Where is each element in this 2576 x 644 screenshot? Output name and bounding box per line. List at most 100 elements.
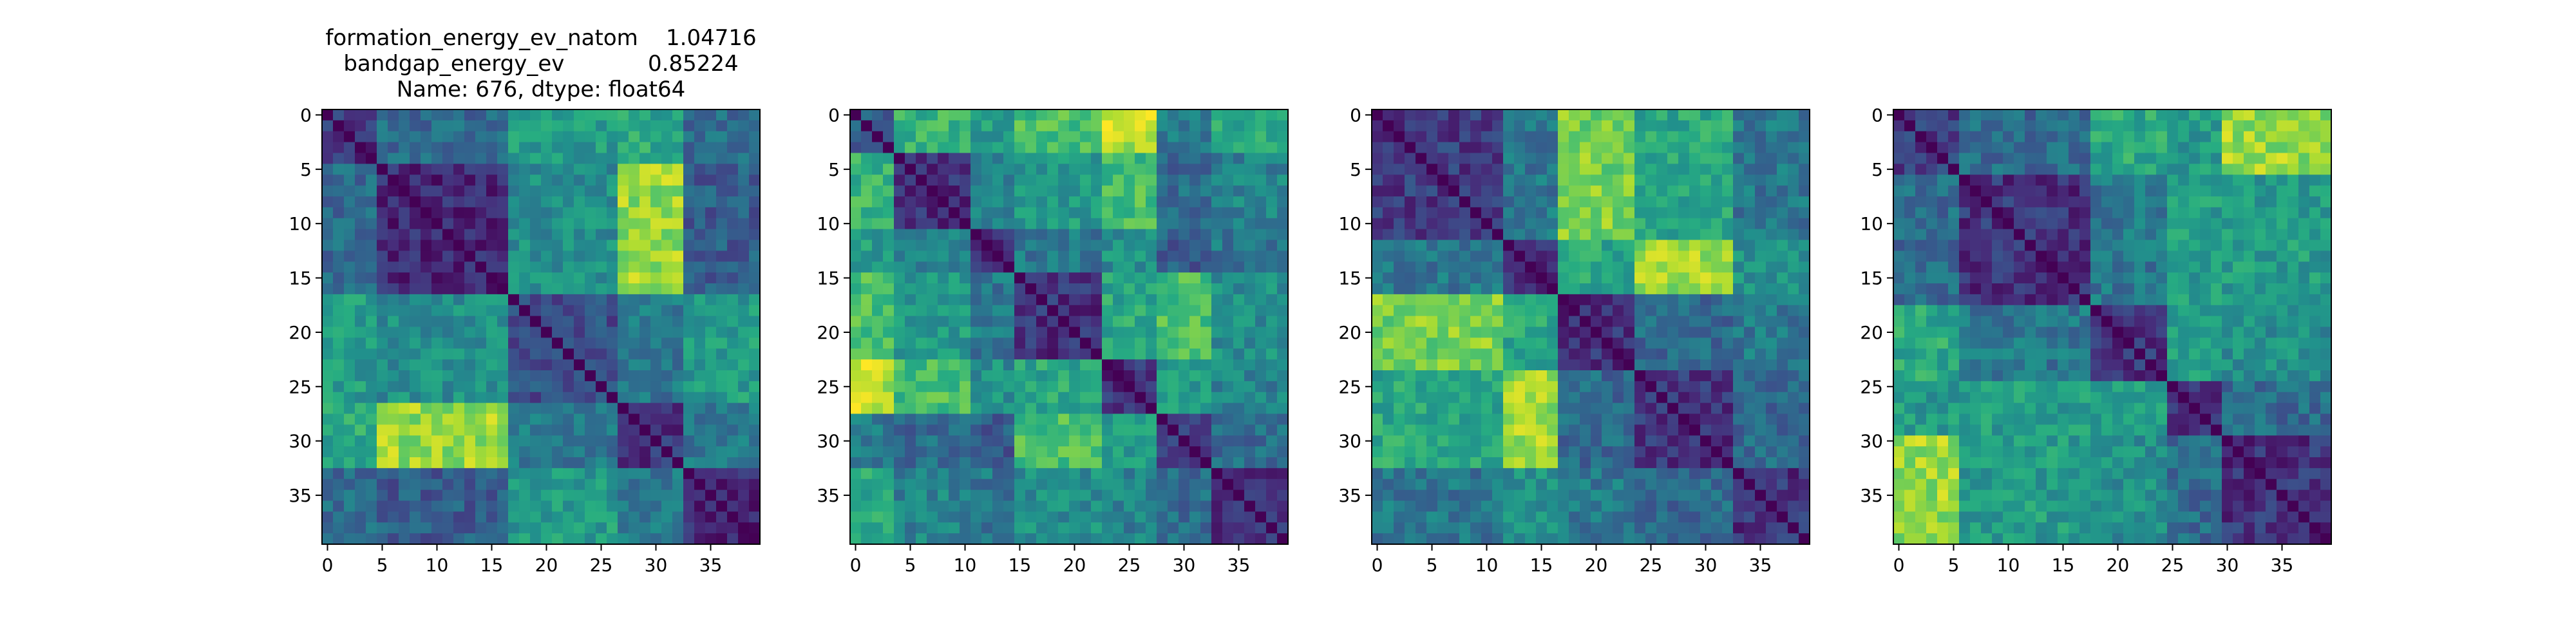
heatmap-cell xyxy=(1135,392,1146,404)
heatmap-cell xyxy=(1146,109,1157,121)
heatmap-cell xyxy=(949,468,960,480)
heatmap-cell xyxy=(563,500,574,512)
heatmap-cell xyxy=(672,240,684,251)
heatmap-cell xyxy=(1656,196,1668,208)
heatmap-cell xyxy=(618,251,629,262)
heatmap-cell xyxy=(850,348,862,360)
heatmap-cell xyxy=(1481,478,1493,491)
heatmap-cell xyxy=(377,294,388,306)
heatmap-cell xyxy=(344,327,355,338)
heatmap-cell xyxy=(1492,424,1504,436)
heatmap-cell xyxy=(672,120,684,132)
heatmap-cell xyxy=(1372,229,1383,241)
heatmap-cell xyxy=(1514,272,1526,284)
heatmap-cell xyxy=(1091,511,1103,523)
heatmap-cell xyxy=(1394,478,1405,491)
heatmap-cell xyxy=(596,272,607,284)
heatmap-cell xyxy=(1624,142,1635,154)
heatmap-cell xyxy=(442,392,454,404)
heatmap-cell xyxy=(1799,196,1810,208)
heatmap-cell xyxy=(992,207,1004,219)
heatmap-cell xyxy=(1047,522,1059,534)
heatmap-cell xyxy=(1405,327,1416,338)
heatmap-cell xyxy=(1383,435,1394,447)
heatmap-cell xyxy=(1233,207,1245,219)
heatmap-cell xyxy=(1459,500,1471,512)
heatmap-cell xyxy=(1157,164,1168,175)
heatmap-cell xyxy=(1547,359,1558,371)
heatmap-cell xyxy=(1525,468,1537,480)
heatmap-cell xyxy=(497,153,509,164)
heatmap-cell xyxy=(1536,381,1548,393)
heatmap-cell xyxy=(1744,327,1756,338)
heatmap-cell xyxy=(431,424,443,436)
heatmap-cell xyxy=(905,109,916,121)
heatmap-cell xyxy=(1102,316,1113,328)
heatmap-cell xyxy=(1733,120,1745,132)
heatmap-cell xyxy=(1503,261,1515,273)
heatmap-cell xyxy=(738,413,750,425)
heatmap-cell xyxy=(1179,370,1190,382)
heatmap-cell xyxy=(519,500,531,512)
heatmap-cell xyxy=(607,109,618,121)
heatmap-cell xyxy=(872,196,884,208)
heatmap-cell xyxy=(971,120,982,132)
heatmap-cell xyxy=(1613,392,1624,404)
heatmap-cell xyxy=(1678,251,1690,262)
heatmap-cell xyxy=(927,305,938,317)
heatmap-cell xyxy=(1266,489,1278,502)
heatmap-cell xyxy=(1624,196,1635,208)
heatmap-cell xyxy=(905,207,916,219)
heatmap-cell xyxy=(927,392,938,404)
heatmap-cell xyxy=(1179,435,1190,447)
heatmap-cell xyxy=(938,370,949,382)
heatmap-cell xyxy=(992,153,1004,164)
heatmap-cell xyxy=(1372,370,1383,382)
heatmap-cell xyxy=(1025,120,1037,132)
heatmap-cell xyxy=(1558,131,1569,143)
heatmap-cell xyxy=(1102,120,1113,132)
heatmap-cell xyxy=(971,294,982,306)
heatmap-cell xyxy=(1372,533,1383,545)
heatmap-cell xyxy=(650,522,662,534)
x-tick-label: 10 xyxy=(1475,554,1499,576)
heatmap-cell xyxy=(1602,142,1613,154)
heatmap-cell xyxy=(1744,283,1756,295)
heatmap-cell xyxy=(1036,402,1048,415)
heatmap-cell xyxy=(1613,327,1624,338)
heatmap-cell xyxy=(1777,305,1788,317)
heatmap-cell xyxy=(497,337,509,349)
heatmap-cell xyxy=(1689,164,1701,175)
heatmap-cell xyxy=(1733,348,1745,360)
heatmap-cell xyxy=(1700,359,1712,371)
heatmap-cell xyxy=(1091,359,1103,371)
heatmap-cell xyxy=(1383,164,1394,175)
heatmap-cell xyxy=(1547,229,1558,241)
heatmap-cell xyxy=(585,196,596,208)
heatmap-cell xyxy=(574,153,585,164)
heatmap-cell xyxy=(618,218,629,230)
heatmap-cell xyxy=(1700,294,1712,306)
heatmap-cell xyxy=(1492,457,1504,469)
heatmap-cell xyxy=(938,283,949,295)
heatmap-cell xyxy=(2036,120,2047,132)
heatmap-cell xyxy=(563,153,574,164)
heatmap-cell xyxy=(916,229,927,241)
heatmap-cells xyxy=(1372,109,1810,545)
heatmap-cell xyxy=(850,446,862,458)
heatmap-cell xyxy=(650,327,662,338)
heatmap-cell xyxy=(850,294,862,306)
heatmap-cell xyxy=(1405,337,1416,349)
heatmap-cell xyxy=(1047,261,1059,273)
heatmap-cell xyxy=(738,229,750,241)
heatmap-cell xyxy=(850,359,862,371)
heatmap-cell xyxy=(1777,175,1788,186)
heatmap-cell xyxy=(1634,261,1646,273)
heatmap-cell xyxy=(1591,522,1602,534)
heatmap-cell xyxy=(1069,478,1081,491)
heatmap-cell xyxy=(1624,305,1635,317)
heatmap-cell xyxy=(1124,533,1135,545)
heatmap-cell xyxy=(1744,381,1756,393)
heatmap-cell xyxy=(1448,142,1460,154)
heatmap-cell xyxy=(519,142,531,154)
